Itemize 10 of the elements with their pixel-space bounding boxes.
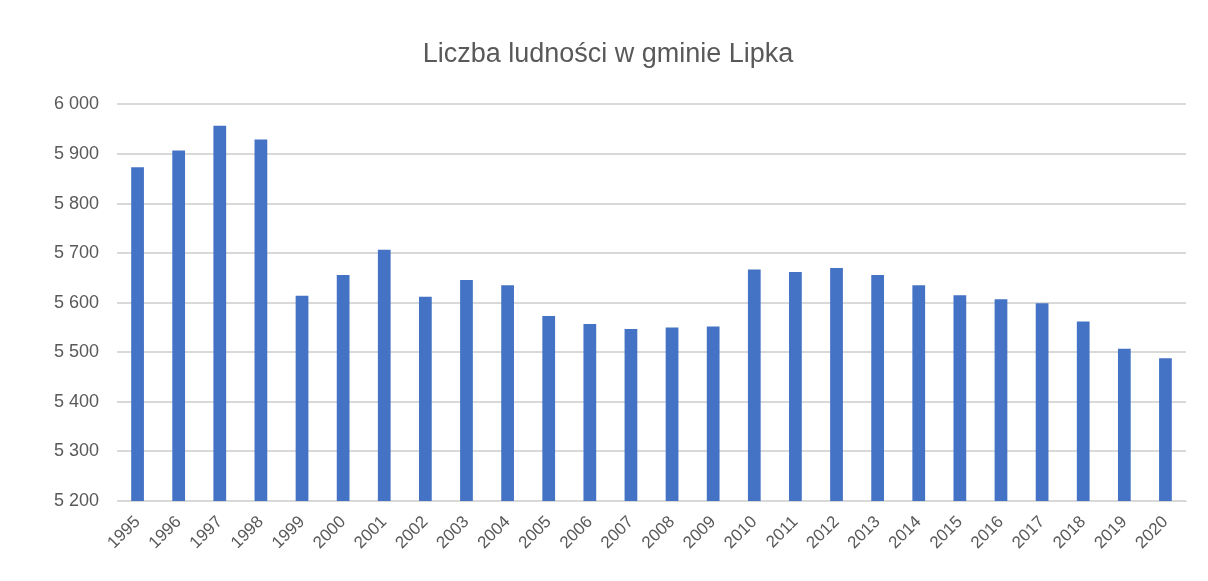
chart-title: Liczba ludności w gminie Lipka xyxy=(422,37,795,68)
y-tick-label: 5 400 xyxy=(53,390,99,411)
y-tick-label: 5 200 xyxy=(53,489,99,510)
y-tick-label: 5 500 xyxy=(53,341,99,362)
y-tick-label: 5 800 xyxy=(53,192,99,213)
y-tick-label: 6 000 xyxy=(53,93,99,114)
y-tick-label: 5 700 xyxy=(53,242,99,263)
y-tick-label: 5 300 xyxy=(53,440,99,461)
y-tick-label: 5 600 xyxy=(53,291,99,312)
y-tick-label: 5 900 xyxy=(53,142,99,163)
